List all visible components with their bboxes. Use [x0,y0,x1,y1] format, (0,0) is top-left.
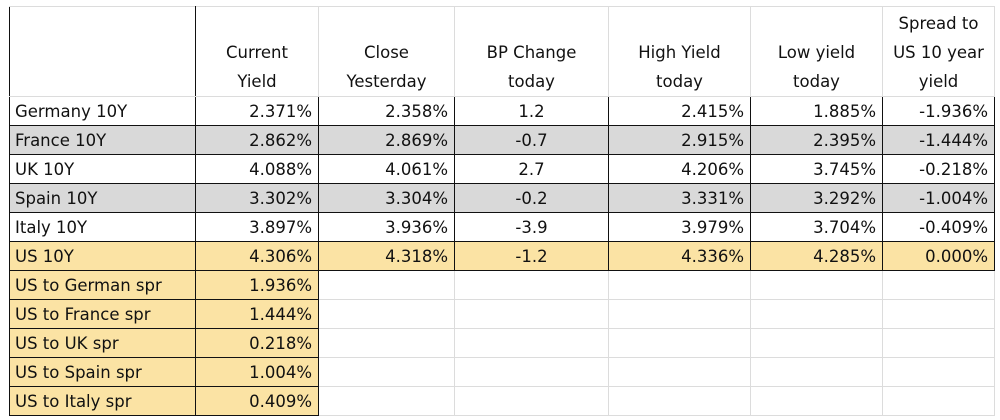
table-row-italy: Italy 10Y 3.897% 3.936% -3.9 3.979% 3.70… [9,212,995,242]
spread-cell[interactable]: 0.000% [882,241,995,271]
empty-cell[interactable] [608,270,751,300]
spread-cell[interactable]: -0.218% [882,154,995,184]
empty-cell[interactable] [454,357,609,387]
low-yield-cell[interactable]: 3.704% [750,212,883,242]
spread-label-cell[interactable]: US to Italy spr [9,386,196,416]
spread-label-cell[interactable]: US to Spain spr [9,357,196,387]
header-spread[interactable]: Spread to US 10 year yield [882,6,995,97]
table-row-uk: UK 10Y 4.088% 4.061% 2.7 4.206% 3.745% -… [9,154,995,184]
empty-cell[interactable] [454,328,609,358]
current-yield-cell[interactable]: 2.862% [195,125,319,155]
spread-cell[interactable]: -1.004% [882,183,995,213]
bp-change-cell[interactable]: 1.2 [454,96,609,126]
header-current-yield[interactable]: Current Yield [195,6,319,97]
bp-change-cell[interactable]: -0.7 [454,125,609,155]
empty-cell[interactable] [454,270,609,300]
header-close-yesterday[interactable]: Close Yesterday [318,6,455,97]
empty-cell[interactable] [454,386,609,416]
bp-change-cell[interactable]: -1.2 [454,241,609,271]
empty-cell[interactable] [318,357,455,387]
header-corner-cell[interactable] [9,6,196,97]
spread-cell[interactable]: -0.409% [882,212,995,242]
high-yield-cell[interactable]: 4.206% [608,154,751,184]
empty-cell[interactable] [608,386,751,416]
close-yesterday-cell[interactable]: 4.318% [318,241,455,271]
empty-cell[interactable] [750,386,883,416]
empty-cell[interactable] [882,386,995,416]
empty-cell[interactable] [750,357,883,387]
empty-cell[interactable] [882,328,995,358]
current-yield-cell[interactable]: 3.302% [195,183,319,213]
row-name-cell[interactable]: US 10Y [9,241,196,271]
table-row-france: France 10Y 2.862% 2.869% -0.7 2.915% 2.3… [9,125,995,155]
bp-change-cell[interactable]: 2.7 [454,154,609,184]
spread-row-france: US to France spr 1.444% [9,299,995,329]
empty-cell[interactable] [750,328,883,358]
low-yield-cell[interactable]: 3.745% [750,154,883,184]
empty-cell[interactable] [318,386,455,416]
empty-cell[interactable] [882,270,995,300]
empty-cell[interactable] [882,357,995,387]
close-yesterday-cell[interactable]: 3.936% [318,212,455,242]
row-name-cell[interactable]: Germany 10Y [9,96,196,126]
spread-value-cell[interactable]: 0.218% [195,328,319,358]
close-yesterday-cell[interactable]: 2.869% [318,125,455,155]
low-yield-cell[interactable]: 4.285% [750,241,883,271]
header-bp-change[interactable]: BP Change today [454,6,609,97]
empty-cell[interactable] [882,299,995,329]
high-yield-cell[interactable]: 3.331% [608,183,751,213]
current-yield-cell[interactable]: 4.088% [195,154,319,184]
spread-value-cell[interactable]: 1.936% [195,270,319,300]
header-high-yield[interactable]: High Yield today [608,6,751,97]
row-name-cell[interactable]: UK 10Y [9,154,196,184]
row-name-cell[interactable]: Spain 10Y [9,183,196,213]
low-yield-cell[interactable]: 1.885% [750,96,883,126]
spread-label-cell[interactable]: US to German spr [9,270,196,300]
current-yield-cell[interactable]: 4.306% [195,241,319,271]
empty-cell[interactable] [318,270,455,300]
empty-cell[interactable] [750,299,883,329]
close-yesterday-cell[interactable]: 4.061% [318,154,455,184]
empty-cell[interactable] [750,270,883,300]
empty-cell[interactable] [318,299,455,329]
spread-row-uk: US to UK spr 0.218% [9,328,995,358]
spread-cell[interactable]: -1.444% [882,125,995,155]
high-yield-cell[interactable]: 4.336% [608,241,751,271]
header-low-yield[interactable]: Low yield today [750,6,883,97]
bp-change-cell[interactable]: -3.9 [454,212,609,242]
yield-table: Current Yield Close Yesterday BP Change tod… [9,6,995,416]
current-yield-cell[interactable]: 3.897% [195,212,319,242]
empty-cell[interactable] [454,299,609,329]
spread-cell[interactable]: -1.936% [882,96,995,126]
spread-value-cell[interactable]: 1.444% [195,299,319,329]
high-yield-cell[interactable]: 3.979% [608,212,751,242]
spread-row-german: US to German spr 1.936% [9,270,995,300]
spread-row-spain: US to Spain spr 1.004% [9,357,995,387]
high-yield-cell[interactable]: 2.415% [608,96,751,126]
row-name-cell[interactable]: Italy 10Y [9,212,196,242]
row-name-cell[interactable]: France 10Y [9,125,196,155]
spread-label-cell[interactable]: US to France spr [9,299,196,329]
bp-change-cell[interactable]: -0.2 [454,183,609,213]
current-yield-cell[interactable]: 2.371% [195,96,319,126]
spread-value-cell[interactable]: 1.004% [195,357,319,387]
table-row-spain: Spain 10Y 3.302% 3.304% -0.2 3.331% 3.29… [9,183,995,213]
close-yesterday-cell[interactable]: 2.358% [318,96,455,126]
table-row-us: US 10Y 4.306% 4.318% -1.2 4.336% 4.285% … [9,241,995,271]
empty-cell[interactable] [608,299,751,329]
spread-row-italy: US to Italy spr 0.409% [9,386,995,416]
spread-label-cell[interactable]: US to UK spr [9,328,196,358]
low-yield-cell[interactable]: 2.395% [750,125,883,155]
low-yield-cell[interactable]: 3.292% [750,183,883,213]
empty-cell[interactable] [608,357,751,387]
empty-cell[interactable] [608,328,751,358]
table-row-germany: Germany 10Y 2.371% 2.358% 1.2 2.415% 1.8… [9,96,995,126]
spread-value-cell[interactable]: 0.409% [195,386,319,416]
high-yield-cell[interactable]: 2.915% [608,125,751,155]
empty-cell[interactable] [318,328,455,358]
header-row: Current Yield Close Yesterday BP Change tod… [9,6,995,97]
close-yesterday-cell[interactable]: 3.304% [318,183,455,213]
